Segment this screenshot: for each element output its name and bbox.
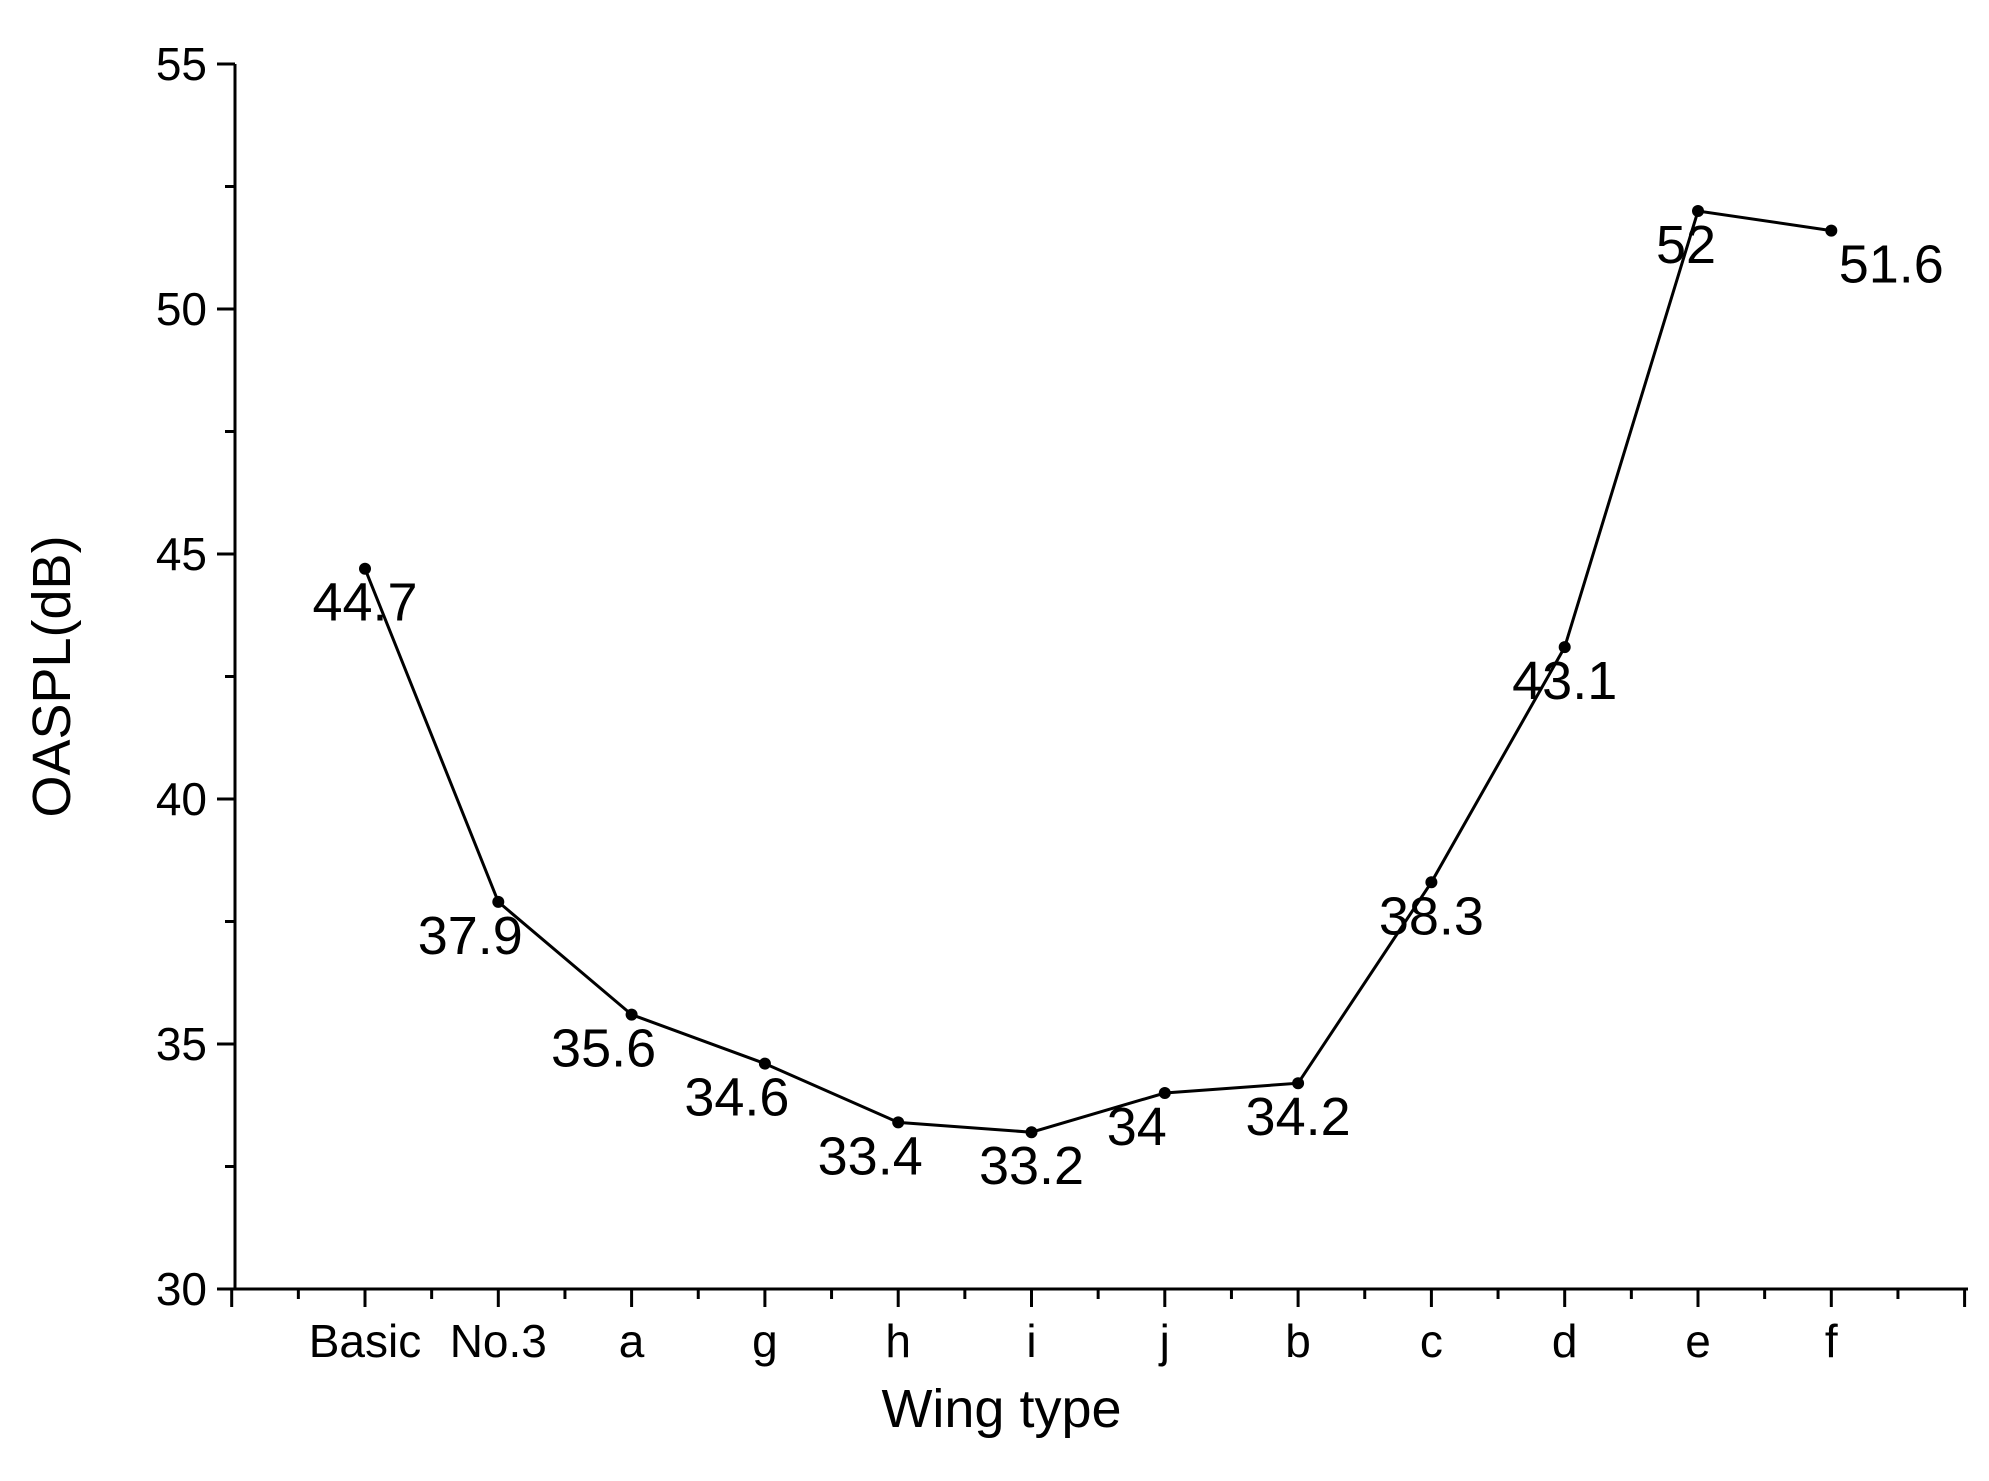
- x-tick-label: h: [885, 1315, 911, 1367]
- x-tick-label: i: [1026, 1315, 1036, 1367]
- data-point: [1825, 224, 1838, 237]
- y-tick-label: 50: [156, 283, 207, 335]
- x-tick-label: Basic: [309, 1315, 421, 1367]
- data-label: 33.4: [818, 1126, 923, 1186]
- x-ticks: Basic No.3 a g h i j b c d e f: [230, 1289, 1967, 1367]
- data-point: [1158, 1087, 1171, 1099]
- data-label: 35.6: [551, 1019, 656, 1079]
- x-tick-label: a: [619, 1315, 645, 1367]
- data-point: [625, 1008, 638, 1021]
- data-label: 44.7: [312, 573, 417, 633]
- x-tick-label: j: [1158, 1315, 1170, 1367]
- data-label: 52: [1656, 215, 1716, 275]
- data-point: [758, 1057, 771, 1070]
- x-tick-label: g: [752, 1315, 778, 1367]
- x-tick-label: e: [1685, 1315, 1711, 1367]
- x-tick-label: f: [1825, 1315, 1838, 1367]
- data-label: 51.6: [1839, 235, 1944, 295]
- data-label: 38.3: [1379, 886, 1484, 946]
- data-label: 34.2: [1246, 1087, 1351, 1147]
- y-tick-label: 40: [156, 773, 207, 825]
- data-label: 34.6: [684, 1068, 789, 1128]
- y-tick-label: 45: [156, 528, 207, 580]
- data-point: [1025, 1126, 1038, 1139]
- data-point: [492, 895, 505, 908]
- data-point: [359, 562, 371, 575]
- x-tick-label: c: [1420, 1315, 1443, 1367]
- data-point: [1292, 1077, 1305, 1090]
- x-tick-label: b: [1285, 1315, 1311, 1367]
- data-label: 43.1: [1512, 651, 1617, 711]
- y-ticks: 30 35 40 45 50 55: [156, 38, 235, 1315]
- y-tick-label: 30: [156, 1263, 207, 1315]
- series-line: [363, 209, 1832, 1134]
- data-point: [892, 1116, 905, 1129]
- x-axis-title: Wing type: [881, 1379, 1121, 1439]
- y-tick-label: 35: [156, 1018, 207, 1070]
- x-tick-label: No.3: [450, 1315, 547, 1367]
- y-axis-title: OASPL(dB): [22, 535, 82, 817]
- data-label: 33.2: [979, 1136, 1084, 1196]
- y-tick-label: 55: [156, 38, 207, 90]
- data-label: 37.9: [418, 906, 523, 966]
- data-point: [1692, 205, 1704, 217]
- data-point: [1425, 876, 1438, 889]
- data-point: [1558, 641, 1571, 654]
- x-tick-label: d: [1552, 1315, 1578, 1367]
- series-layer: [359, 205, 1838, 1139]
- data-labels: 44.7 37.9 35.6 34.6 33.4 33.2 34 34.2 38.3 43.1 52…: [312, 215, 1943, 1196]
- data-label: 34: [1107, 1097, 1167, 1157]
